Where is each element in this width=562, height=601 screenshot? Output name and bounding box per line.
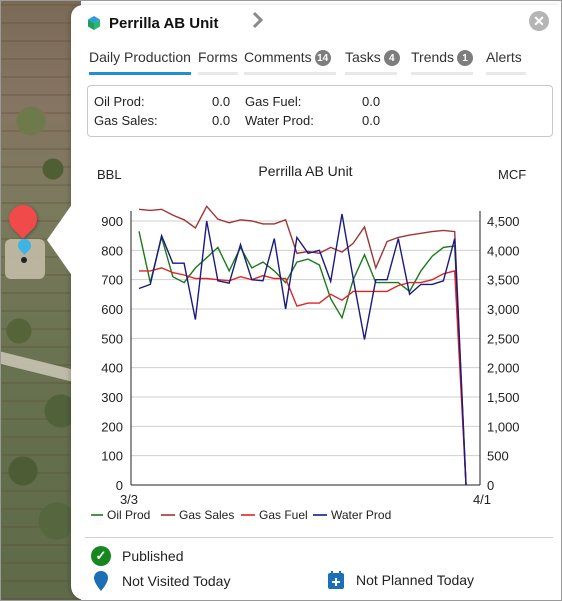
- legend-entry: Gas Fuel: [259, 508, 308, 522]
- y-left-tick-label: 600: [101, 302, 123, 317]
- production-chart: 0 100 200 300 400 500 600 700 800 900 0 500 1,000 1,5…: [91, 155, 551, 535]
- y-right-tick-label: 1,000: [487, 419, 520, 434]
- y-right-tick-label: 4,000: [487, 243, 520, 258]
- close-icon: ✕: [533, 13, 545, 29]
- tab-label: Daily Production: [89, 49, 191, 65]
- series-line-oil-prod: [138, 231, 467, 486]
- y-right-tick-label: 500: [487, 449, 509, 464]
- x-start-label: 3/3: [120, 492, 138, 507]
- y-right-axis-label: MCF: [498, 167, 526, 182]
- y-right-tick-label: 2,500: [487, 331, 520, 346]
- tab-daily-production[interactable]: Daily Production: [89, 49, 191, 75]
- series-line-gas-sales: [138, 205, 467, 486]
- panel-header: Perrilla AB Unit: [87, 13, 218, 33]
- chevron-right-icon[interactable]: [251, 11, 265, 29]
- series-line-gas-fuel: [139, 267, 467, 486]
- page-title: Perrilla AB Unit: [109, 14, 219, 32]
- gas-fuel-value: 0.0: [362, 94, 381, 109]
- tab-label: Comments: [244, 49, 312, 65]
- tab-forms[interactable]: Forms: [198, 49, 238, 75]
- tab-trends[interactable]: Trends 1: [411, 49, 474, 75]
- y-left-tick-label: 300: [101, 390, 123, 405]
- tab-comments[interactable]: Comments 14: [244, 49, 336, 75]
- tab-alerts[interactable]: Alerts: [486, 49, 526, 75]
- map-marker-red-icon[interactable]: [3, 199, 43, 239]
- y-left-tick-label: 0: [116, 478, 123, 493]
- x-end-label: 4/1: [473, 492, 491, 507]
- published-status: ✓ Published: [91, 546, 184, 566]
- water-prod-label: Water Prod:: [245, 113, 314, 128]
- gas-sales-value: 0.0: [212, 113, 231, 128]
- visited-status: Not Visited Today: [91, 571, 230, 591]
- oil-prod-label: Oil Prod:: [94, 94, 145, 109]
- y-right-tick-label: 3,500: [487, 273, 520, 288]
- legend-entry: Gas Sales: [179, 508, 234, 522]
- calendar-plus-icon: [328, 571, 344, 589]
- y-left-tick-label: 100: [101, 449, 123, 464]
- y-left-tick-label: 700: [101, 273, 123, 288]
- y-left-axis-label: BBL: [97, 167, 122, 182]
- tasks-count-badge: 4: [383, 50, 400, 66]
- y-right-tick-label: 0: [487, 478, 494, 493]
- y-right-tick-label: 2,000: [487, 361, 520, 376]
- close-button[interactable]: ✕: [529, 11, 549, 31]
- map-marker-dot: [21, 257, 27, 263]
- tab-label: Forms: [198, 49, 238, 65]
- visited-label: Not Visited Today: [122, 573, 231, 589]
- y-left-tick-label: 900: [101, 214, 123, 229]
- trends-count-badge: 1: [457, 50, 474, 66]
- y-left-tick-label: 200: [101, 419, 123, 434]
- y-left-tick-label: 400: [101, 361, 123, 376]
- gas-fuel-label: Gas Fuel:: [245, 94, 302, 109]
- oil-prod-value: 0.0: [212, 94, 231, 109]
- tab-label: Trends: [411, 49, 455, 65]
- tab-label: Alerts: [486, 49, 522, 65]
- chart-title: Perrilla AB Unit: [258, 163, 352, 179]
- panel-pointer: [47, 200, 75, 280]
- y-right-tick-label: 3,000: [487, 302, 520, 317]
- comments-count-badge: 14: [314, 50, 331, 66]
- tab-tasks[interactable]: Tasks 4: [345, 49, 400, 75]
- cube-icon: [88, 16, 100, 30]
- planned-label: Not Planned Today: [356, 572, 475, 588]
- y-right-tick-label: 4,500: [487, 214, 520, 229]
- divider: [85, 537, 553, 538]
- published-label: Published: [122, 548, 184, 564]
- water-prod-value: 0.0: [362, 113, 381, 128]
- map-background[interactable]: [1, 1, 101, 600]
- gas-sales-label: Gas Sales:: [94, 113, 158, 128]
- production-summary: Oil Prod: 0.0 Gas Fuel: 0.0 Gas Sales: 0…: [87, 85, 553, 137]
- legend-entry: Water Prod: [331, 508, 391, 522]
- map-pin-icon: [94, 571, 108, 591]
- check-circle-icon: ✓: [91, 546, 111, 566]
- y-left-tick-label: 800: [101, 243, 123, 258]
- well-info-panel: Perrilla AB Unit ✕ Daily Production Form…: [47, 5, 561, 600]
- series-line-water-prod: [138, 213, 467, 486]
- tab-label: Tasks: [345, 49, 381, 65]
- y-left-tick-label: 500: [101, 331, 123, 346]
- planned-status: Not Planned Today: [328, 571, 474, 589]
- legend-entry: Oil Prod: [107, 508, 150, 522]
- production-chart-svg: 0 100 200 300 400 500 600 700 800 900 0 500 1,000 1,5…: [91, 163, 526, 522]
- y-right-tick-label: 1,500: [487, 390, 520, 405]
